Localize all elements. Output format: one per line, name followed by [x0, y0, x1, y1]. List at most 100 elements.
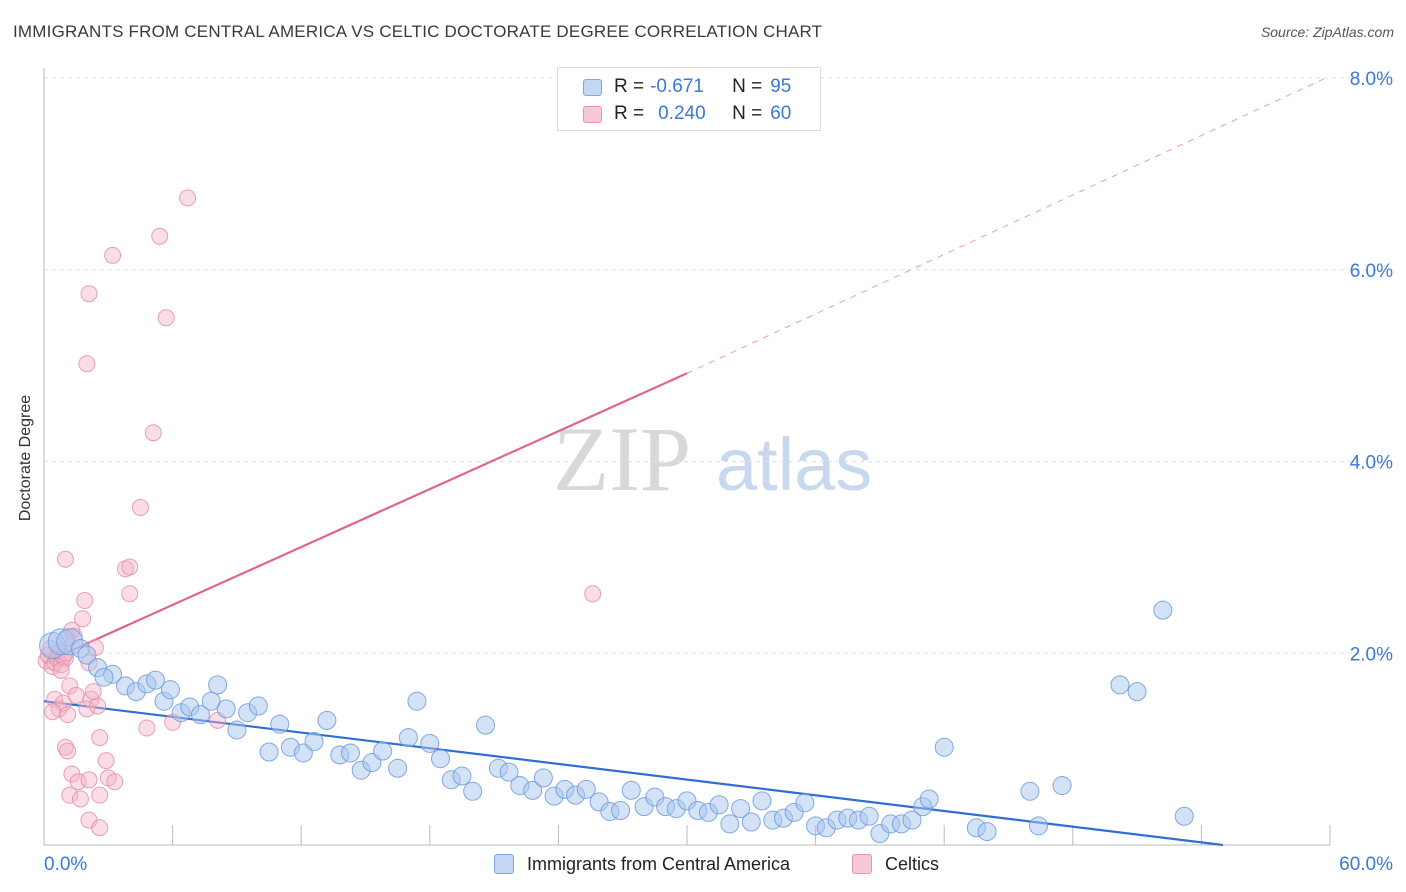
data-point-immigrants — [1174, 806, 1194, 826]
r-label: R = — [614, 103, 645, 124]
data-point-immigrants — [902, 810, 922, 830]
data-point-celtics — [78, 700, 96, 718]
data-point-celtics — [46, 690, 64, 708]
n-label: N = — [732, 103, 763, 124]
legend-item-celtics: Celtics — [852, 850, 939, 878]
legend-item-immigrants: Immigrants from Central America — [494, 850, 790, 878]
data-point-immigrants — [611, 800, 631, 820]
watermark-zip: ZIP — [553, 408, 691, 510]
data-point-celtics — [97, 752, 115, 770]
data-point-immigrants — [407, 691, 427, 711]
data-point-celtics — [78, 355, 96, 373]
data-point-celtics — [121, 558, 139, 576]
data-point-celtics — [67, 686, 85, 704]
data-point-celtics — [116, 560, 134, 578]
trend-line-celtics — [43, 372, 688, 664]
data-point-immigrants — [452, 766, 472, 786]
legend-swatch-pink — [583, 105, 602, 123]
data-point-immigrants — [1052, 776, 1072, 796]
data-point-immigrants — [77, 645, 97, 665]
n-label: N = — [732, 76, 763, 97]
data-point-celtics — [56, 550, 74, 568]
data-point-immigrants — [752, 791, 772, 811]
data-point-celtics — [91, 786, 109, 804]
y-tick-label: 4.0% — [1350, 453, 1393, 474]
data-point-immigrants — [621, 780, 641, 800]
data-point-immigrants — [523, 780, 543, 800]
trend-line-celtics-extension — [686, 75, 1331, 374]
legend-row-blue: R = -0.671 N = 95 — [558, 74, 791, 100]
data-point-immigrants — [576, 779, 596, 799]
data-point-immigrants — [388, 758, 408, 778]
data-point-celtics — [157, 309, 175, 327]
legend-label: Celtics — [885, 853, 940, 874]
x-tick-label: 60.0% — [1339, 854, 1393, 875]
data-point-celtics — [80, 285, 98, 303]
data-point-celtics — [179, 189, 197, 207]
correlation-legend: R = -0.671 N = 95 R = 0.240 N = 60 — [557, 67, 821, 131]
data-point-immigrants — [720, 814, 740, 834]
data-point-celtics — [84, 683, 102, 701]
n-value: 95 — [770, 76, 792, 97]
data-point-immigrants — [270, 714, 290, 734]
data-point-immigrants — [709, 795, 729, 815]
data-point-immigrants — [317, 710, 337, 730]
data-point-celtics — [91, 819, 109, 837]
data-point-celtics — [44, 703, 62, 721]
y-tick-label: 2.0% — [1350, 644, 1393, 665]
data-point-immigrants — [201, 691, 221, 711]
data-point-celtics — [89, 697, 107, 715]
data-point-immigrants — [919, 789, 939, 809]
data-point-immigrants — [145, 670, 165, 690]
data-point-immigrants — [216, 699, 236, 719]
r-value: 0.240 — [658, 103, 706, 124]
r-value: -0.671 — [650, 76, 704, 97]
data-point-celtics — [52, 662, 70, 680]
y-tick-label: 6.0% — [1350, 261, 1393, 282]
watermark-atlas: atlas — [716, 423, 872, 506]
data-point-immigrants — [499, 762, 519, 782]
data-point-immigrants — [94, 667, 114, 687]
data-point-immigrants — [398, 728, 418, 748]
data-point-immigrants — [160, 680, 180, 700]
data-point-celtics — [104, 246, 122, 264]
x-tick-label: 0.0% — [44, 854, 87, 875]
data-point-immigrants — [227, 720, 247, 740]
data-point-immigrants — [476, 715, 496, 735]
data-point-celtics — [80, 771, 98, 789]
data-point-celtics — [61, 786, 79, 804]
legend-label: Immigrants from Central America — [527, 853, 791, 874]
data-point-immigrants — [934, 737, 954, 757]
data-point-immigrants — [340, 743, 360, 763]
data-point-immigrants — [1110, 675, 1130, 695]
legend-swatch-blue — [583, 78, 602, 96]
legend-swatch-pink — [852, 854, 872, 874]
data-point-immigrants — [795, 793, 815, 813]
data-point-immigrants — [304, 731, 324, 751]
y-tick-label: 8.0% — [1350, 69, 1393, 90]
n-value: 60 — [770, 103, 792, 124]
data-point-immigrants — [463, 781, 483, 801]
data-point-immigrants — [977, 822, 997, 842]
data-point-celtics — [106, 773, 124, 791]
legend-swatch-blue — [494, 854, 514, 874]
data-point-immigrants — [373, 741, 393, 761]
data-point-immigrants — [1020, 781, 1040, 801]
series-legend: Immigrants from Central America Celtics — [0, 850, 1406, 878]
data-point-immigrants — [208, 675, 228, 695]
data-point-immigrants — [1153, 600, 1173, 620]
data-point-celtics — [71, 790, 89, 808]
data-point-immigrants — [859, 806, 879, 826]
data-point-immigrants — [248, 696, 268, 716]
r-label: R = — [614, 76, 645, 97]
data-point-celtics — [74, 610, 92, 628]
data-point-immigrants — [420, 733, 440, 753]
data-point-celtics — [121, 585, 139, 603]
data-point-immigrants — [190, 705, 210, 725]
data-point-celtics — [76, 592, 94, 610]
source-label: Source: ZipAtlas.com — [1260, 24, 1394, 40]
data-point-celtics — [59, 742, 77, 760]
data-point-celtics — [144, 424, 162, 442]
data-point-celtics — [61, 677, 79, 695]
